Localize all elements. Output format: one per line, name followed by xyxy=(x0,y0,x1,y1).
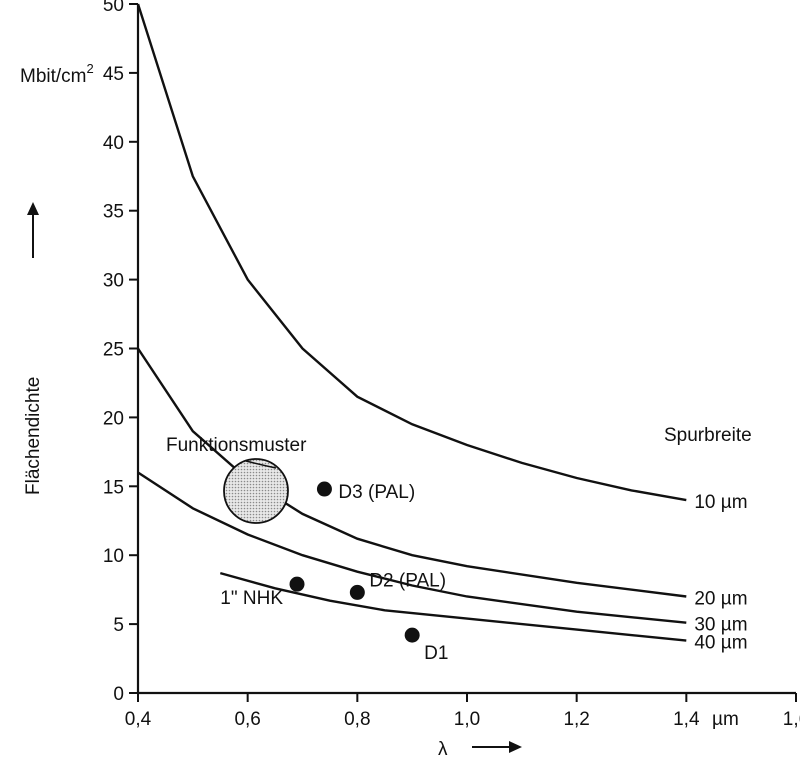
curve-1 xyxy=(136,3,687,502)
y-tick-label: 20 xyxy=(103,408,124,429)
y-tick-label: 50 xyxy=(103,0,124,16)
x-axis-title: λ xyxy=(438,739,448,760)
y-tick-label: 30 xyxy=(103,271,124,292)
x-axis-arrow-icon xyxy=(472,741,522,753)
y-axis-title: Flächendichte xyxy=(23,377,44,495)
funktionsmuster-label: Funktionsmuster xyxy=(166,435,307,456)
y-tick-label: 45 xyxy=(103,64,124,85)
y-tick-label: 10 xyxy=(103,546,124,567)
data-point-marker xyxy=(349,584,365,600)
series-label: 30 µm xyxy=(694,615,747,636)
x-tick-label: 0,6 xyxy=(234,709,260,730)
data-point-marker xyxy=(316,481,332,497)
data-point-marker xyxy=(404,627,420,643)
y-tick-label: 40 xyxy=(103,133,124,154)
curve-4 xyxy=(219,571,687,642)
series-label: 10 µm xyxy=(694,492,747,513)
x-tick-label: 1,4 xyxy=(673,709,700,730)
legend-title: Spurbreite xyxy=(664,425,752,446)
series-label: 20 µm xyxy=(694,589,747,610)
x-tick-label: 1,6 xyxy=(783,709,800,730)
y-axis-arrow-icon xyxy=(27,202,39,258)
data-point-marker xyxy=(289,576,305,592)
y-axis-ticks: 0 5 10 15 20 25 30 35 40 45 50 xyxy=(103,0,138,705)
y-tick-label: 15 xyxy=(103,477,124,498)
y-tick-label: 25 xyxy=(103,340,124,361)
curve-2 xyxy=(136,347,687,598)
data-point-label: D2 (PAL) xyxy=(369,570,446,591)
x-axis-unit: µm xyxy=(712,709,739,730)
funktionsmuster-leader-line xyxy=(245,460,277,469)
funktionsmuster-region xyxy=(223,458,289,524)
x-tick-label: 1,0 xyxy=(454,709,480,730)
x-tick-label: 0,8 xyxy=(344,709,370,730)
data-point-label: 1" NHK xyxy=(220,588,283,609)
data-points: D3 (PAL) D2 (PAL) 1" NHK D1 xyxy=(220,481,448,664)
data-point-label: D3 (PAL) xyxy=(338,482,415,503)
series-label: 40 µm xyxy=(694,633,747,654)
y-tick-label: 5 xyxy=(113,615,124,636)
y-axis-unit: Mbit/cm2 xyxy=(20,61,94,87)
x-axis-ticks: 0,4 0,6 0,8 1,0 1,2 1,4 1,6 xyxy=(125,693,800,730)
x-tick-label: 0,4 xyxy=(125,709,152,730)
y-tick-label: 35 xyxy=(103,202,124,223)
y-tick-label: 0 xyxy=(113,684,124,705)
x-tick-label: 1,2 xyxy=(563,709,589,730)
curve-3 xyxy=(137,471,687,624)
data-point-label: D1 xyxy=(424,643,448,664)
